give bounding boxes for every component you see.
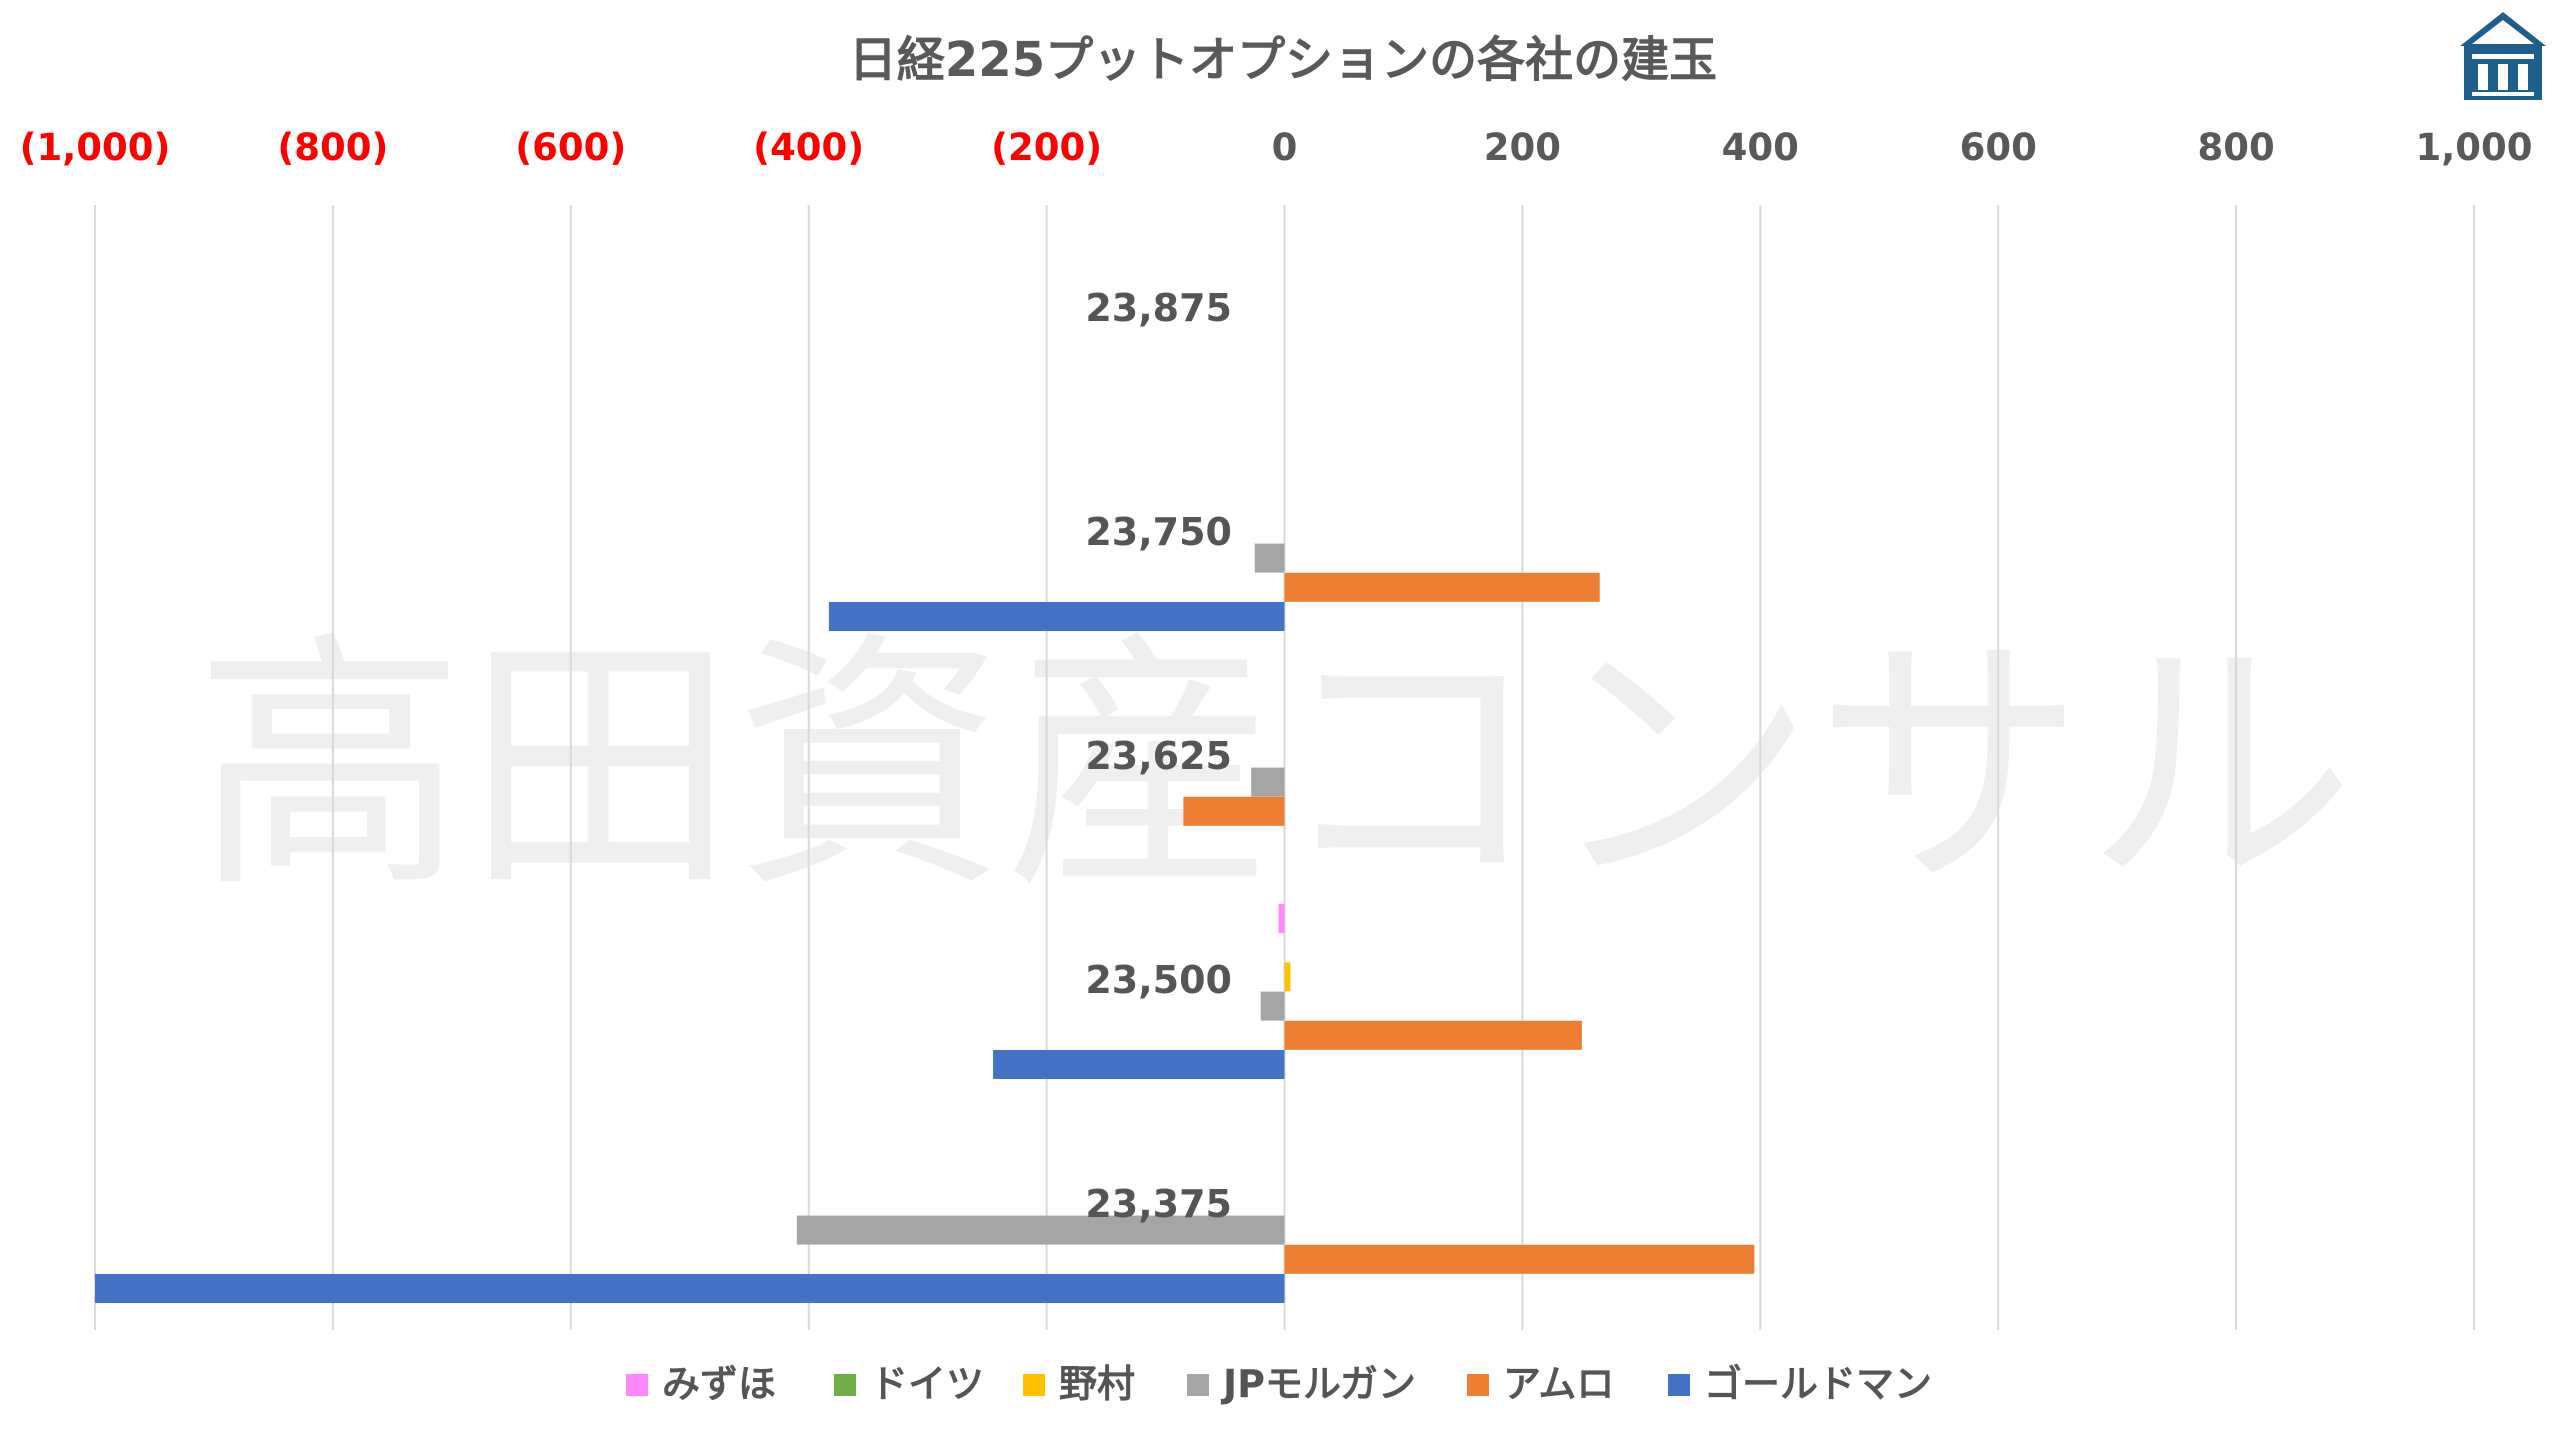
legend-label: みずほ — [662, 1362, 776, 1406]
legend-label: 野村 — [1059, 1362, 1135, 1406]
legend-swatch — [834, 1374, 856, 1396]
legend-swatch — [1023, 1374, 1045, 1396]
category-label: 23,500 — [1085, 958, 1232, 1002]
bar-6-2 — [828, 602, 1285, 631]
x-tick-label: 0 — [1272, 126, 1298, 169]
bar-6-4 — [993, 1050, 1285, 1079]
x-tick-label: 400 — [1722, 126, 1799, 169]
chart-title: 日経225プットオプションの各社の建玉 — [849, 32, 1717, 88]
x-tick-label: (200) — [991, 126, 1102, 169]
x-tick-label: (400) — [753, 126, 864, 169]
bar-4-4 — [1260, 991, 1285, 1021]
legend-label: アムロ — [1503, 1362, 1614, 1406]
x-tick-label: 800 — [2197, 126, 2274, 169]
legend-label: ドイツ — [870, 1362, 984, 1406]
bar-4-2 — [1254, 543, 1285, 573]
x-tick-label: 1,000 — [2415, 126, 2532, 169]
category-label: 23,750 — [1085, 510, 1232, 554]
bar-5-3 — [1183, 796, 1285, 826]
bars — [95, 543, 1755, 1303]
bar-6-5 — [95, 1274, 1285, 1303]
bar-4-3 — [1251, 767, 1285, 797]
watermark: 高田資産コンサル — [195, 609, 2355, 924]
bar-5-4 — [1284, 1020, 1582, 1050]
x-tick-label: (1,000) — [20, 126, 171, 169]
legend-swatch — [1467, 1374, 1489, 1396]
x-axis-ticks: (1,000) (800) (600) (400) (200) 0 200 400 600 800… — [20, 126, 2533, 169]
category-labels: 23,875 23,750 23,625 23,500 23,375 — [1085, 286, 1232, 1226]
bar-4-5 — [796, 1215, 1285, 1245]
x-tick-label: 600 — [1960, 126, 2037, 169]
x-tick-label: (600) — [515, 126, 626, 169]
legend-label: JPモルガン — [1220, 1362, 1416, 1406]
bar-1-4 — [1278, 904, 1285, 933]
legend-swatch — [1187, 1374, 1209, 1396]
gridlines — [94, 205, 2475, 1330]
legend-swatch — [626, 1374, 648, 1396]
legend-swatch — [1668, 1374, 1690, 1396]
category-label: 23,375 — [1085, 1182, 1232, 1226]
legend: みずほ ドイツ 野村 JPモルガン アムロ ゴールドマン — [626, 1362, 1932, 1406]
legend-label: ゴールドマン — [1704, 1362, 1932, 1406]
category-label: 23,625 — [1085, 734, 1232, 778]
x-tick-label: (800) — [277, 126, 388, 169]
bar-5-2 — [1284, 572, 1600, 602]
x-tick-label: 200 — [1484, 126, 1561, 169]
bar-5-5 — [1284, 1244, 1755, 1274]
logo-icon — [2460, 12, 2546, 100]
bar-3-4 — [1284, 962, 1291, 992]
category-label: 23,875 — [1085, 286, 1232, 330]
